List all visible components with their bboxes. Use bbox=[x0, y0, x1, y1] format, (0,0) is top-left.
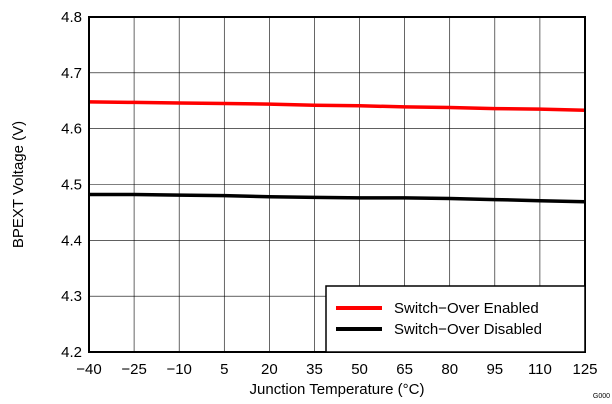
figure-id: G000 bbox=[593, 393, 610, 400]
x-tick-label-110: 110 bbox=[528, 361, 552, 378]
y-tick-label-4-3: 4.3 bbox=[61, 288, 82, 305]
x-tick-label-10: −10 bbox=[166, 361, 191, 378]
series-lines bbox=[88, 100, 586, 204]
legend: Switch−Over Enabled Switch−Over Disabled bbox=[325, 285, 586, 353]
y-tick-label-4-7: 4.7 bbox=[61, 65, 82, 82]
y-tick-label-4-4: 4.4 bbox=[61, 232, 82, 249]
x-tick-label-40: −40 bbox=[76, 361, 101, 378]
legend-label-switch-over-enabled: Switch−Over Enabled bbox=[394, 300, 539, 317]
y-tick-label-4-2: 4.2 bbox=[61, 344, 82, 361]
x-tick-label-80: 80 bbox=[441, 361, 458, 378]
x-axis-label: Junction Temperature (°C) bbox=[250, 381, 425, 398]
x-tick-label-25: −25 bbox=[121, 361, 146, 378]
y-tick-label-4-6: 4.6 bbox=[61, 121, 82, 138]
legend-label-switch-over-disabled: Switch−Over Disabled bbox=[394, 321, 542, 338]
x-tick-label-125: 125 bbox=[572, 361, 597, 378]
x-tick-label-20: 20 bbox=[261, 361, 278, 378]
x-tick-label-65: 65 bbox=[396, 361, 413, 378]
x-tick-label-95: 95 bbox=[486, 361, 503, 378]
x-tick-label-5: 5 bbox=[220, 361, 228, 378]
y-tick-label-4-5: 4.5 bbox=[61, 177, 82, 194]
series-line-switch-over-disabled bbox=[89, 192, 586, 204]
y-axis-label: BPEXT Voltage (V) bbox=[10, 121, 27, 248]
legend-box bbox=[325, 285, 586, 353]
grid bbox=[89, 17, 585, 352]
series-line-switch-over-enabled bbox=[88, 100, 586, 112]
y-axis-ticks: 4.2 4.3 4.4 4.5 4.6 4.7 4.8 bbox=[61, 9, 82, 361]
x-tick-label-35: 35 bbox=[306, 361, 323, 378]
y-tick-label-4-8: 4.8 bbox=[61, 9, 82, 26]
x-tick-label-50: 50 bbox=[351, 361, 368, 378]
x-axis-ticks: −40 −25 −10 5 20 35 50 65 80 95 110 125 bbox=[76, 361, 597, 378]
